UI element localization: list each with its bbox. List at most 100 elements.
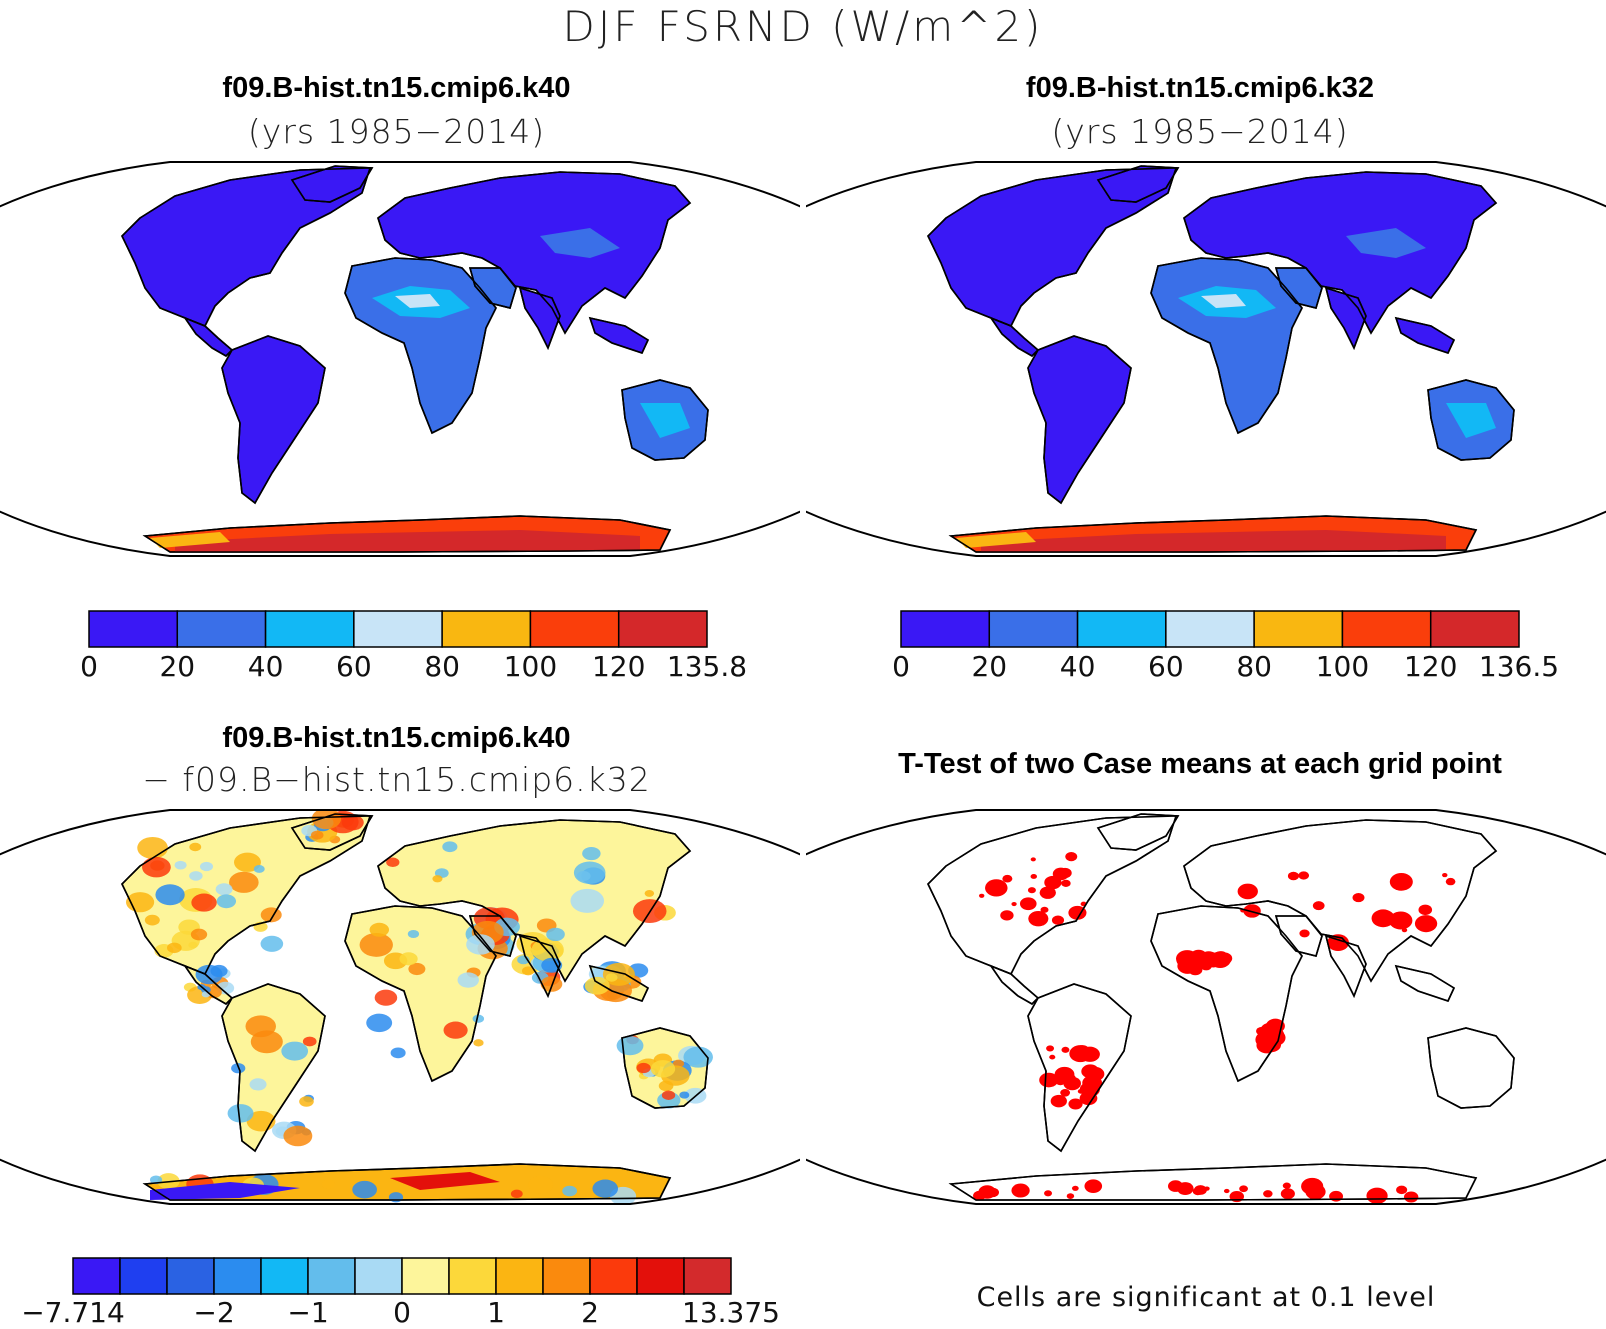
colorbar-top-left-ticks: 0 20 40 60 80 100 120 135.8: [80, 650, 747, 690]
map-bottom-left: [0, 809, 800, 1205]
colorbar-box: [542, 1257, 591, 1295]
significance-footnote: Cells are significant at 0.1 level: [976, 1282, 1436, 1313]
field-patch: [432, 875, 443, 883]
field-patch: [234, 852, 261, 872]
field-patch: [174, 860, 187, 870]
field-patch: [510, 1189, 523, 1199]
significant-cell: [1002, 874, 1013, 883]
colorbar-box: [1076, 610, 1167, 648]
map-boundary: [806, 161, 1606, 557]
field-patch: [227, 1104, 254, 1123]
field-patch: [1201, 294, 1246, 308]
significant-cell: [1442, 873, 1448, 878]
significant-cell: [1030, 857, 1036, 862]
field-patch: [472, 1014, 485, 1023]
significant-cell: [1084, 1179, 1103, 1193]
colorbar-tick-label: 1: [487, 1296, 505, 1329]
colorbar-bottom-left-ticks: −7.714 −2 −1 0 1 2 13.375: [21, 1296, 780, 1329]
significant-cell: [1065, 852, 1078, 862]
colorbar-tick-label: 80: [424, 650, 460, 683]
colorbar-box: [88, 610, 179, 648]
significant-cell: [1396, 1185, 1408, 1195]
field-patch: [605, 973, 618, 982]
field-patch: [650, 1060, 676, 1078]
significant-cell: [1052, 867, 1070, 881]
colorbar-tick-label: 100: [1315, 650, 1370, 683]
significant-cell: [1168, 1180, 1184, 1192]
colorbar-box: [213, 1257, 262, 1295]
significant-cell: [1287, 871, 1300, 881]
colorbar-box: [260, 1257, 309, 1295]
significant-cell: [1268, 1031, 1277, 1038]
significant-cell: [1044, 1190, 1053, 1197]
colorbar-box: [353, 610, 443, 648]
field-patch: [249, 1078, 267, 1091]
colorbar-box: [900, 610, 991, 648]
field-patch: [442, 841, 458, 853]
field-patch: [473, 1039, 484, 1047]
map-top-left: [0, 161, 800, 557]
panel-br-title: T-Test of two Case means at each grid po…: [898, 748, 1502, 780]
field-patch: [546, 927, 565, 942]
significant-cell: [1194, 1185, 1207, 1195]
colorbar-box: [529, 610, 620, 648]
significant-cell: [1239, 1185, 1248, 1193]
colorbar-tick-label: 0: [393, 1296, 411, 1329]
colorbar-box: [636, 1257, 685, 1295]
field-patch: [374, 989, 398, 1006]
panel-tr-title: f09.B-hist.tn15.cmip6.k32: [1025, 72, 1375, 104]
map-content: [806, 162, 1606, 556]
field-patch: [540, 228, 620, 258]
significant-cell: [1011, 902, 1017, 907]
significant-cell: [1085, 1066, 1105, 1082]
significant-cell: [1176, 950, 1199, 968]
field-patch: [155, 884, 185, 906]
significant-cell: [1298, 871, 1310, 880]
field-patch: [388, 1192, 404, 1203]
significant-cell: [1418, 904, 1433, 916]
field-patch: [352, 1180, 377, 1199]
field-patch: [616, 1036, 644, 1056]
significant-cell: [1061, 1046, 1070, 1053]
significant-cell: [985, 879, 1008, 897]
colorbar-tick-label: 2: [581, 1296, 599, 1329]
field-patch: [540, 976, 563, 992]
significant-cell: [1039, 886, 1056, 899]
field-patch: [443, 1021, 468, 1039]
field-patch: [395, 294, 440, 308]
colorbar-tick-label: 120: [1403, 650, 1458, 683]
colorbar-tick-label: 40: [1059, 650, 1096, 683]
significant-cell: [1371, 909, 1395, 928]
field-patch: [245, 1015, 276, 1038]
field-patch: [661, 1090, 676, 1100]
field-patch: [188, 941, 198, 949]
significant-cell: [1263, 1190, 1273, 1198]
field-patch: [195, 964, 223, 985]
field-patch: [189, 871, 203, 881]
colorbar-top-right: [900, 610, 1520, 648]
colorbar-tick-label: 20: [159, 650, 196, 683]
colorbar-box: [166, 1257, 215, 1295]
significant-cell: [1011, 1183, 1030, 1198]
significant-cell: [1049, 1054, 1056, 1060]
significant-cell: [1204, 1186, 1210, 1191]
field-patch: [541, 957, 563, 973]
colorbar-bottom-left: [72, 1257, 732, 1295]
significant-cell: [1061, 879, 1071, 887]
field-patch: [457, 972, 479, 988]
significant-cell: [1079, 1091, 1098, 1106]
field-patch: [521, 966, 535, 976]
field-patch: [390, 1172, 500, 1190]
field-patch: [369, 922, 390, 937]
significant-cell: [1366, 1187, 1388, 1204]
panel-bl-subtitle: − f09.B−hist.tn15.cmip6.k32: [142, 760, 651, 799]
field-patch: [199, 861, 214, 872]
significant-cell: [978, 893, 985, 898]
significant-cell: [1074, 1045, 1090, 1057]
field-patch: [142, 856, 171, 878]
main-title: DJF FSRND (W/m^2): [562, 2, 1044, 51]
panel-tl-title: f09.B-hist.tn15.cmip6.k40: [222, 72, 571, 104]
colorbar-tick-label: 135.8: [666, 650, 748, 683]
significant-cell: [1019, 897, 1037, 911]
colorbar-box: [441, 610, 532, 648]
